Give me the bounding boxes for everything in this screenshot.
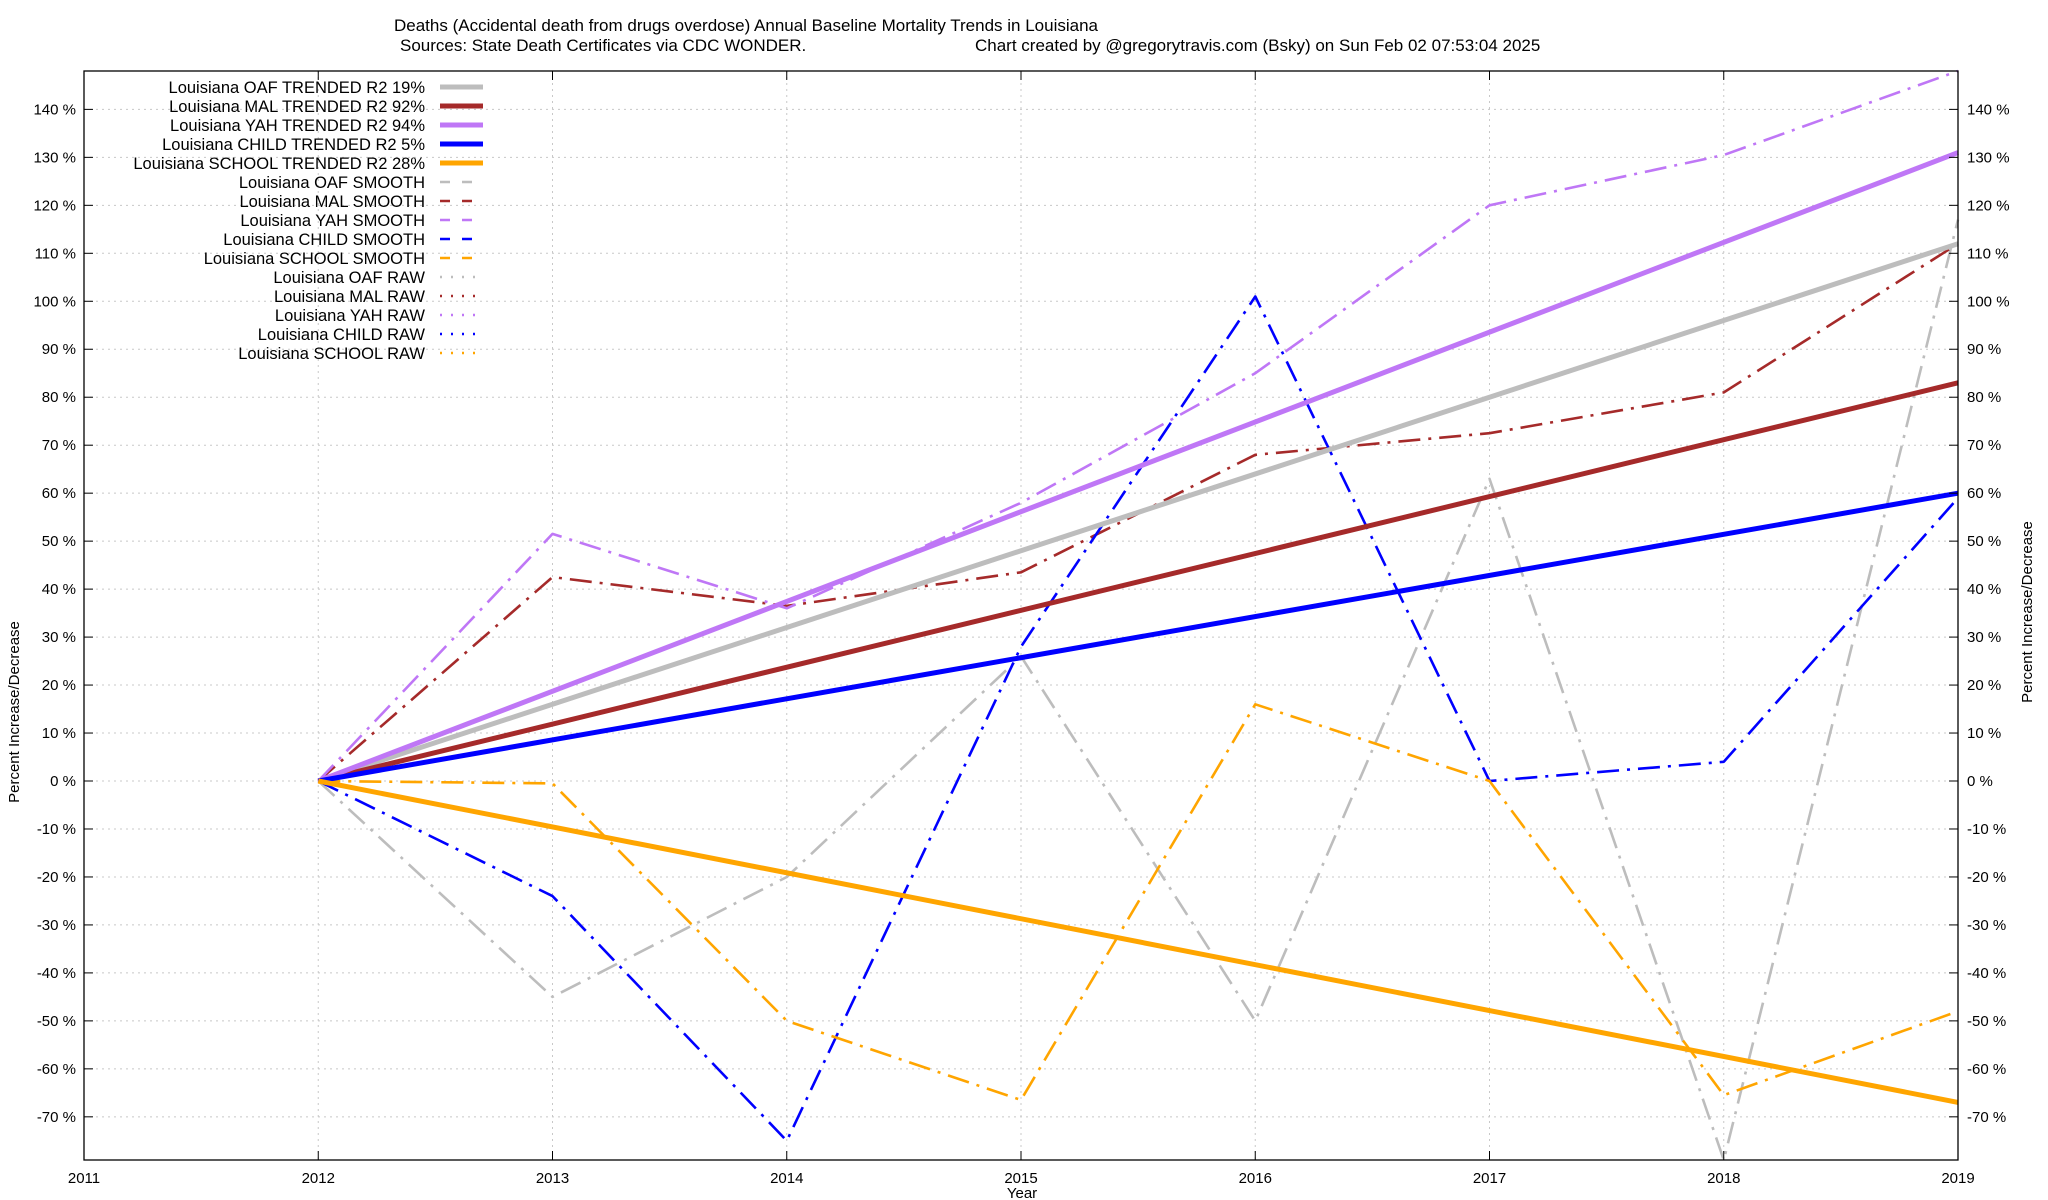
y-tick-label: -10 %: [37, 821, 76, 838]
y2-tick-label: -60 %: [1967, 1061, 2006, 1078]
y2-tick-label: -20 %: [1967, 869, 2006, 886]
y2-tick-label: 100 %: [1967, 293, 2010, 310]
trended-series-lines: [317, 150, 1959, 1105]
x-tick-label: 2015: [1004, 1170, 1037, 1187]
legend-label-child-raw: Louisiana CHILD RAW: [258, 326, 426, 344]
x-tick-label: 2014: [770, 1170, 803, 1187]
y-tick-label: 0 %: [50, 773, 76, 790]
y-tick-label: 40 %: [42, 581, 76, 598]
y-tick-label: 10 %: [42, 725, 76, 742]
series-line-school-smooth: [318, 702, 1959, 1102]
y-tick-label: -20 %: [37, 869, 76, 886]
y-tick-label: 60 %: [42, 485, 76, 502]
y-tick-label: 80 %: [42, 389, 76, 406]
y-tick-label: -30 %: [37, 917, 76, 934]
y2-tick-label: 80 %: [1967, 389, 2001, 406]
y2-tick-label: 0 %: [1967, 773, 1993, 790]
y-tick-label: 120 %: [33, 197, 76, 214]
y2-tick-label: 60 %: [1967, 485, 2001, 502]
y2-tick-label: -70 %: [1967, 1109, 2006, 1126]
y2-tick-label: 130 %: [1967, 149, 2010, 166]
legend-label-mal-trend: Louisiana MAL TRENDED R2 92%: [169, 98, 425, 116]
y2-tick-label: 10 %: [1967, 725, 2001, 742]
series-line-child-smooth: [317, 295, 1959, 1143]
legend-label-child-smooth: Louisiana CHILD SMOOTH: [223, 231, 425, 249]
series-line-child-trend: [317, 490, 1959, 784]
y2-tick-label: 30 %: [1967, 629, 2001, 646]
x-tick-label: 2013: [536, 1170, 569, 1187]
y-axis-label: Percent Increase/Decrease: [6, 621, 23, 803]
legend-label-oaf-smooth: Louisiana OAF SMOOTH: [239, 174, 425, 192]
smooth-series-lines: [317, 69, 1960, 1162]
y-tick-label: 50 %: [42, 533, 76, 550]
chart-source-note: Sources: State Death Certificates via CD…: [400, 36, 806, 55]
y-tick-label: 140 %: [33, 101, 76, 118]
legend-label-child-trend: Louisiana CHILD TRENDED R2 5%: [162, 136, 425, 154]
series-line-mal-trend: [317, 380, 1959, 784]
series-line-oaf-smooth: [317, 219, 1960, 1162]
y-tick-label: -40 %: [37, 965, 76, 982]
axis-ticks: 2011 2012 2013 2014 2015 2016 2017 2018 2019 140 …: [33, 71, 2010, 1187]
legend-label-yah-smooth: Louisiana YAH SMOOTH: [240, 212, 425, 230]
x-axis-label: Year: [1007, 1185, 1037, 1200]
series-line-oaf-trend: [317, 241, 1959, 784]
legend: Louisiana OAF TRENDED R2 19%Louisiana MA…: [133, 79, 483, 363]
chart-title: Deaths (Accidental death from drugs over…: [394, 16, 1099, 35]
x-tick-label: 2019: [1941, 1170, 1974, 1187]
legend-label-school-smooth: Louisiana SCHOOL SMOOTH: [204, 250, 425, 268]
legend-label-yah-trend: Louisiana YAH TRENDED R2 94%: [170, 117, 425, 135]
y-tick-label: 90 %: [42, 341, 76, 358]
y2-tick-label: 90 %: [1967, 341, 2001, 358]
y-tick-label: 30 %: [42, 629, 76, 646]
y-tick-label: -70 %: [37, 1109, 76, 1126]
y2-axis-label: Percent Increase/Decrease: [2019, 521, 2036, 703]
y2-tick-label: 50 %: [1967, 533, 2001, 550]
y2-tick-label: -40 %: [1967, 965, 2006, 982]
y2-tick-label: 70 %: [1967, 437, 2001, 454]
series-line-yah-trend: [317, 150, 1959, 784]
legend-label-school-trend: Louisiana SCHOOL TRENDED R2 28%: [133, 155, 425, 173]
y-tick-label: 130 %: [33, 149, 76, 166]
y-tick-label: 70 %: [42, 437, 76, 454]
legend-label-mal-raw: Louisiana MAL RAW: [274, 288, 425, 306]
y2-tick-label: -10 %: [1967, 821, 2006, 838]
y-tick-label: 100 %: [33, 293, 76, 310]
legend-label-mal-smooth: Louisiana MAL SMOOTH: [239, 193, 425, 211]
y2-tick-label: -50 %: [1967, 1013, 2006, 1030]
legend-label-school-raw: Louisiana SCHOOL RAW: [238, 345, 425, 363]
chart-credit-note: Chart created by @gregorytravis.com (Bsk…: [975, 36, 1540, 55]
series-line-yah-smooth: [317, 69, 1959, 782]
grid-lines: [84, 71, 1958, 1160]
y2-tick-label: 20 %: [1967, 677, 2001, 694]
legend-label-oaf-trend: Louisiana OAF TRENDED R2 19%: [169, 79, 426, 97]
legend-label-oaf-raw: Louisiana OAF RAW: [273, 269, 425, 287]
y2-tick-label: 40 %: [1967, 581, 2001, 598]
y2-tick-label: 140 %: [1967, 101, 2010, 118]
y2-tick-label: 120 %: [1967, 197, 2010, 214]
series-line-school-trend: [317, 778, 1959, 1105]
y2-tick-label: -30 %: [1967, 917, 2006, 934]
x-tick-label: 2011: [68, 1170, 100, 1187]
y2-tick-label: 110 %: [1967, 245, 2008, 262]
x-tick-label: 2018: [1707, 1170, 1740, 1187]
y-tick-label: 20 %: [42, 677, 76, 694]
y-tick-label: 110 %: [35, 245, 76, 262]
legend-label-yah-raw: Louisiana YAH RAW: [275, 307, 426, 325]
x-tick-label: 2016: [1239, 1170, 1272, 1187]
x-tick-label: 2017: [1473, 1170, 1506, 1187]
y-tick-label: -60 %: [37, 1061, 76, 1078]
y-tick-label: -50 %: [37, 1013, 76, 1030]
x-tick-label: 2012: [302, 1170, 335, 1187]
